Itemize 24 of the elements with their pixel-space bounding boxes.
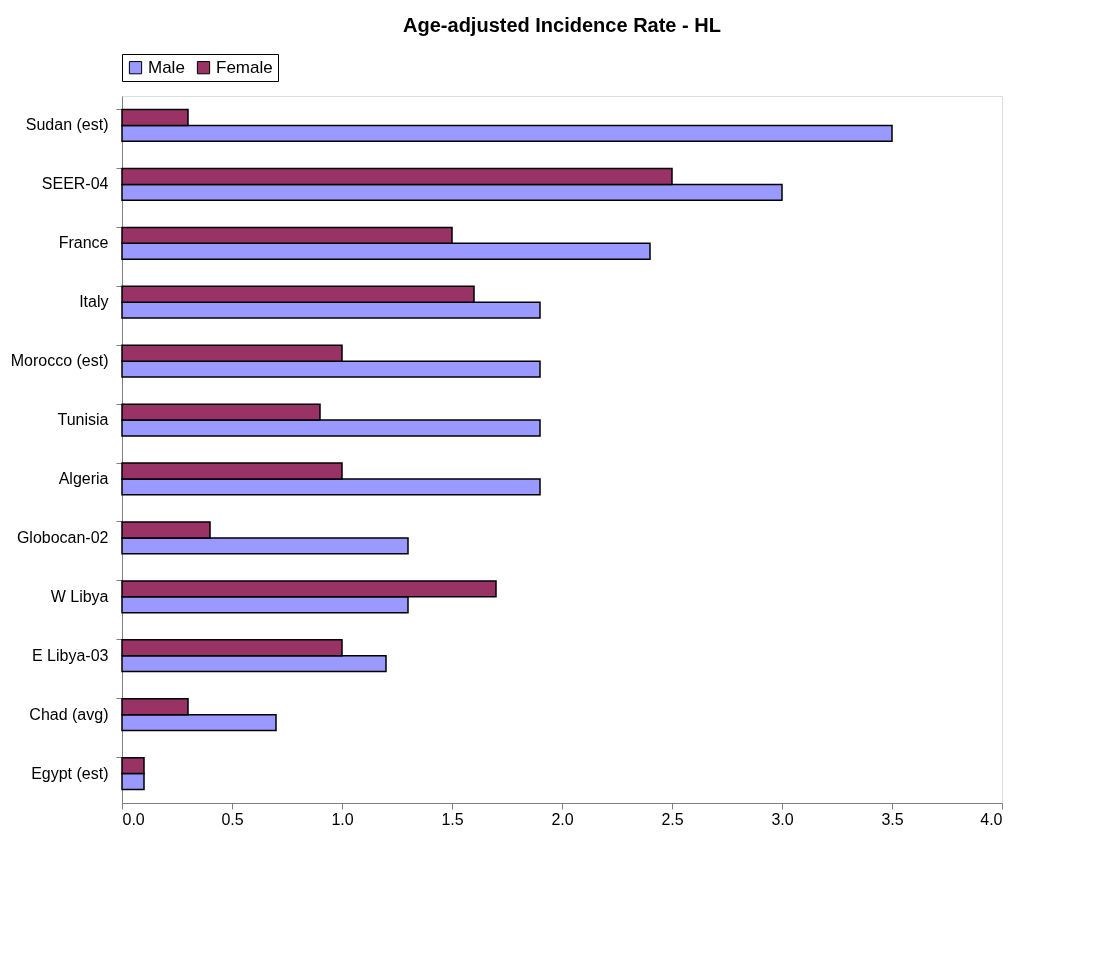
y-tick-label: W Libya	[50, 587, 109, 605]
y-tick-label: Sudan (est)	[25, 116, 109, 134]
x-tick-label: 0.5	[221, 810, 244, 828]
x-tick-label: 2.5	[661, 810, 684, 828]
x-tick-label: 1.5	[441, 810, 464, 828]
y-tick-label: France	[58, 234, 109, 252]
y-tick-label: E Libya-03	[32, 646, 109, 664]
legend-label: Male	[148, 57, 185, 77]
x-tick-label: 0.0	[122, 810, 145, 828]
legend-label: Female	[216, 57, 273, 77]
y-tick-label: Chad (avg)	[29, 705, 109, 723]
chart-title: Age-adjusted Incidence Rate - HL	[403, 13, 721, 36]
y-tick-label: Globocan-02	[16, 528, 109, 546]
y-tick-label: Tunisia	[57, 411, 109, 429]
y-tick-label: Morocco (est)	[10, 352, 109, 370]
x-tick-label: 2.0	[551, 810, 574, 828]
y-tick-label: Algeria	[58, 469, 109, 487]
y-tick-label: SEER-04	[41, 175, 109, 193]
y-tick-label: Italy	[79, 293, 109, 311]
x-tick-label: 3.5	[881, 810, 904, 828]
x-tick-label: 1.0	[331, 810, 354, 828]
y-tick-label: Egypt (est)	[31, 764, 109, 782]
x-tick-label: 4.0	[980, 810, 1003, 828]
x-tick-label: 3.0	[771, 810, 794, 828]
